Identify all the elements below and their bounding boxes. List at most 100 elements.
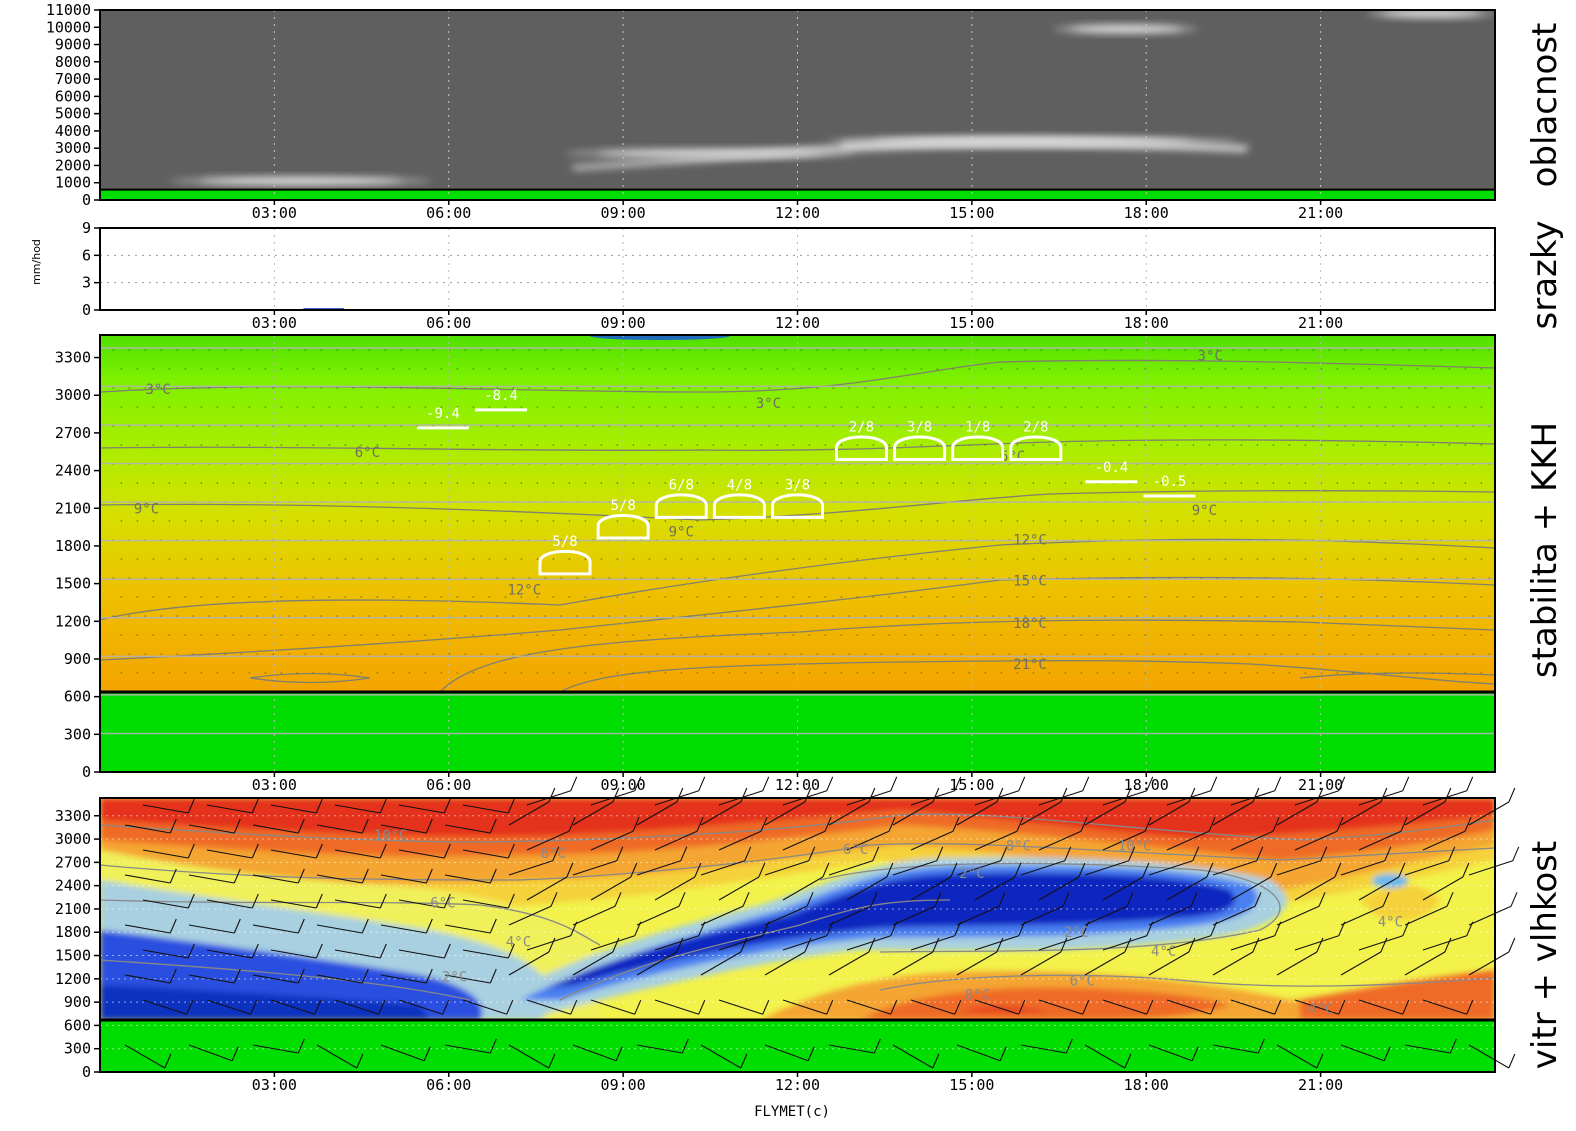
stability-dot bbox=[296, 520, 299, 522]
stability-dot bbox=[1008, 387, 1011, 389]
stability-dot bbox=[152, 558, 155, 560]
stability-dot bbox=[936, 634, 939, 636]
stability-dot bbox=[1328, 653, 1331, 655]
stability-dot bbox=[168, 368, 171, 370]
wind-barb-flag bbox=[1466, 999, 1474, 1015]
stability-dot bbox=[704, 615, 707, 617]
stability-dot bbox=[328, 482, 331, 484]
stability-dot bbox=[984, 634, 987, 636]
stability-dot bbox=[712, 634, 715, 636]
wind-barb bbox=[590, 830, 634, 851]
wind-barb bbox=[1212, 951, 1254, 976]
stability-dot bbox=[680, 520, 683, 522]
stability-dot bbox=[1448, 596, 1451, 598]
stability-dot bbox=[824, 444, 827, 446]
stability-dot bbox=[888, 596, 891, 598]
wind-barb bbox=[1148, 905, 1192, 926]
stability-dot bbox=[168, 520, 171, 522]
stability-dot bbox=[1272, 520, 1275, 522]
wind-barb-flag bbox=[1062, 892, 1070, 907]
wind-barb-flag bbox=[998, 892, 1006, 907]
stability-dot bbox=[608, 615, 611, 617]
stability-dot bbox=[352, 387, 355, 389]
stability-dot bbox=[640, 615, 643, 617]
stability-dot bbox=[768, 615, 771, 617]
stability-dot bbox=[912, 387, 915, 389]
stability-dot bbox=[1032, 482, 1035, 484]
stability-dot bbox=[1056, 615, 1059, 617]
stability-dot bbox=[1240, 596, 1243, 598]
stability-dot bbox=[632, 596, 635, 598]
stability-dot bbox=[984, 558, 987, 560]
wind-barb-flag bbox=[804, 787, 812, 803]
stability-dot bbox=[920, 406, 923, 408]
stability-dot bbox=[1080, 672, 1083, 674]
stability-dot bbox=[504, 558, 507, 560]
stability-dot bbox=[800, 577, 803, 579]
stability-dot bbox=[896, 577, 899, 579]
stability-dot bbox=[1128, 558, 1131, 560]
stability-dot bbox=[192, 615, 195, 617]
stability-dot bbox=[1392, 387, 1395, 389]
stability-dot bbox=[1048, 520, 1051, 522]
stability-dot bbox=[312, 672, 315, 674]
stability-isotherm-lines bbox=[100, 359, 1495, 692]
wind-barb bbox=[1358, 830, 1402, 851]
stability-dot bbox=[1424, 349, 1427, 351]
wind-barb-flag bbox=[489, 1038, 497, 1054]
stability-dot bbox=[408, 444, 411, 446]
stability-dot bbox=[120, 596, 123, 598]
stability-dot bbox=[152, 672, 155, 674]
stability-dot bbox=[1272, 406, 1275, 408]
stability-dot bbox=[136, 368, 139, 370]
wind-barb bbox=[1294, 999, 1339, 1015]
stability-dot bbox=[384, 615, 387, 617]
stability-dot bbox=[424, 520, 427, 522]
wind-barb bbox=[892, 860, 937, 876]
stability-dot bbox=[976, 577, 979, 579]
stability-dot bbox=[1032, 596, 1035, 598]
stability-dot bbox=[616, 482, 619, 484]
stability-dot bbox=[552, 406, 555, 408]
stability-dot bbox=[808, 596, 811, 598]
stability-dot bbox=[1497, 672, 1499, 674]
wind-barb-flag bbox=[762, 776, 770, 792]
stability-dot bbox=[552, 672, 555, 674]
x-tick-label: 03:00 bbox=[252, 314, 297, 332]
stability-dot bbox=[1096, 558, 1099, 560]
wind-barb-flag bbox=[999, 1046, 1007, 1061]
stability-dot bbox=[216, 672, 219, 674]
stability-dot bbox=[1432, 482, 1435, 484]
stability-dot bbox=[552, 634, 555, 636]
wind-barb-flag bbox=[233, 868, 241, 884]
stability-dot bbox=[928, 349, 931, 351]
stability-dot bbox=[936, 444, 939, 446]
wind-barb bbox=[956, 1044, 1001, 1062]
wind-barb-flag bbox=[694, 862, 702, 878]
stability-dot bbox=[936, 482, 939, 484]
stability-dot bbox=[1008, 615, 1011, 617]
stability-dot bbox=[488, 520, 491, 522]
wind-barb-flag bbox=[824, 817, 832, 832]
wind-barb bbox=[764, 860, 809, 876]
credit-label: FLYMET(c) bbox=[754, 1104, 830, 1120]
stability-dot bbox=[480, 349, 483, 351]
isotherm-label: 9°C bbox=[1192, 503, 1217, 519]
stability-dot bbox=[616, 520, 619, 522]
wind-barb-flag bbox=[616, 846, 624, 862]
stability-dot bbox=[664, 634, 667, 636]
stability-dot bbox=[920, 520, 923, 522]
stability-dot bbox=[480, 387, 483, 389]
stability-dot bbox=[1312, 349, 1315, 351]
stability-dot bbox=[872, 634, 875, 636]
stability-dot bbox=[112, 615, 115, 617]
stability-dot bbox=[144, 577, 147, 579]
stability-dot bbox=[1392, 349, 1395, 351]
stability-dot bbox=[1112, 672, 1115, 674]
wind-barb-flag bbox=[868, 937, 876, 953]
stability-dot bbox=[592, 577, 595, 579]
stability-dot bbox=[456, 596, 459, 598]
stability-dot bbox=[240, 615, 243, 617]
wind-barb-flag bbox=[1018, 776, 1026, 792]
wind-barb-flag bbox=[760, 817, 768, 832]
